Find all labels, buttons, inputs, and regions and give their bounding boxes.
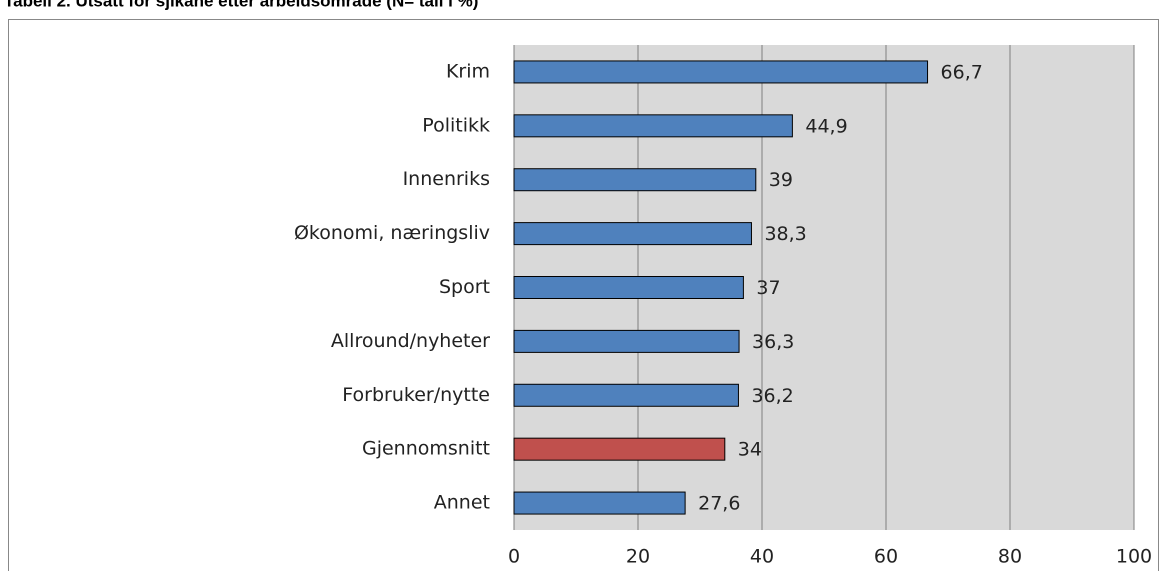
y-tick-label: Sport — [439, 276, 490, 298]
x-tick-label: 20 — [626, 546, 650, 568]
y-tick-label: Innenriks — [403, 168, 490, 190]
bar — [513, 168, 757, 192]
x-tick-label: 60 — [874, 546, 898, 568]
x-tick-label: 0 — [508, 546, 520, 568]
bar — [513, 383, 739, 407]
bar — [513, 491, 686, 515]
value-label: 66,7 — [941, 61, 983, 83]
bar — [513, 114, 793, 138]
value-label: 36,3 — [752, 331, 794, 353]
bar — [513, 437, 726, 461]
chart-title: Tabell 2. Utsatt for sjikane etter arbei… — [4, 0, 478, 10]
y-tick-label: Forbruker/nytte — [342, 384, 490, 406]
y-tick-label: Politikk — [422, 114, 490, 136]
bar — [513, 60, 929, 84]
value-label: 44,9 — [805, 115, 847, 137]
y-tick-label: Økonomi, næringsliv — [294, 222, 490, 244]
value-label: 38,3 — [764, 223, 806, 245]
x-tick-label: 40 — [750, 546, 774, 568]
y-tick-label: Allround/nyheter — [331, 330, 490, 352]
value-label: 34 — [738, 439, 762, 461]
y-tick-label: Krim — [446, 60, 490, 82]
x-tick-label: 100 — [1116, 546, 1152, 568]
bar — [513, 329, 740, 353]
value-label: 36,2 — [751, 385, 793, 407]
x-tick-label: 80 — [998, 546, 1022, 568]
value-label: 39 — [769, 169, 793, 191]
y-tick-label: Gjennomsnitt — [362, 438, 490, 460]
value-label: 37 — [756, 277, 780, 299]
bar — [513, 276, 744, 299]
y-tick-label: Annet — [434, 492, 490, 514]
bar — [513, 222, 752, 246]
value-label: 27,6 — [698, 493, 740, 515]
